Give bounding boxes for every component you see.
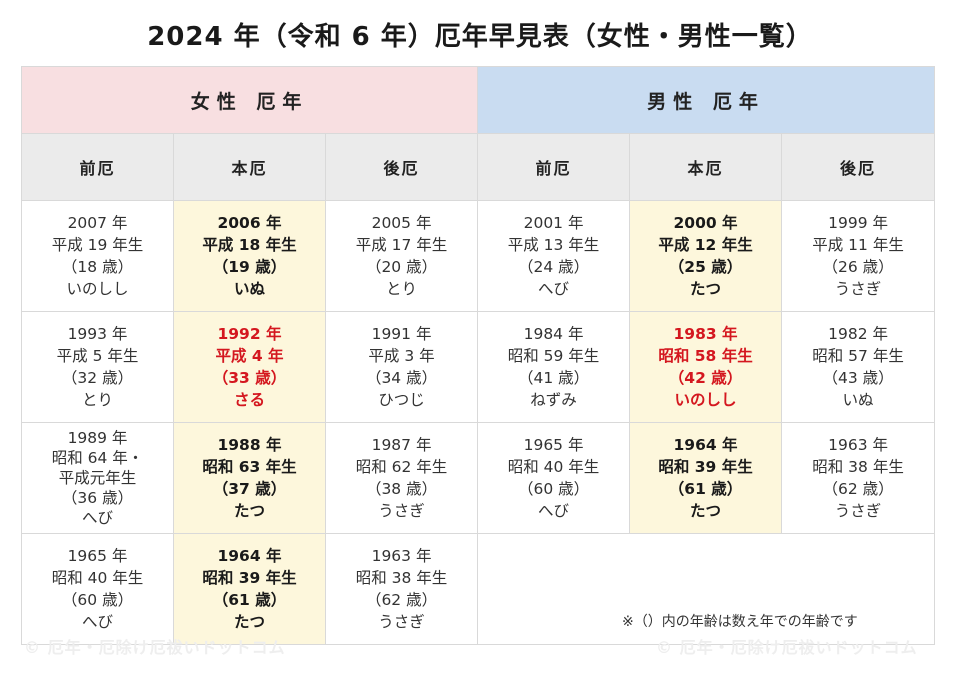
table-cell: 2001 年平成 13 年生 （24 歳） へび <box>477 200 631 312</box>
age-note: ※（）内の年齢は数え年での年齢です <box>622 614 858 630</box>
female-atoyaku-header: 後厄 <box>324 133 479 201</box>
table-cell-honyaku: 1964 年昭和 39 年生 （61 歳） たつ <box>629 422 783 534</box>
male-maeyaku-header: 前厄 <box>477 133 631 201</box>
table-cell-honyaku: 1964 年昭和 39 年生 （61 歳） たつ <box>173 533 326 645</box>
male-yakudoshi-header: 男性 厄年 <box>477 66 936 134</box>
table-row: 2007 年平成 19 年生 （18 歳） いのしし 2006 年平成 18 年生（… <box>21 200 936 312</box>
female-maeyaku-header: 前厄 <box>21 133 174 201</box>
yakudoshi-table: 女性 厄年 男性 厄年 前厄 本厄 後厄 前厄 本厄 後厄 2007 年平成 1… <box>20 66 936 645</box>
table-row: 1965 年昭和 40 年生 （60 歳） へび 1964 年昭和 39 年生 （61… <box>21 533 936 645</box>
watermark-right: © 厄年・厄除け厄祓いドットコム <box>656 638 918 657</box>
table-row: 1993 年平成 5 年生 （32 歳） とり 1992 年平成 4 年（33 歳）… <box>21 311 936 423</box>
male-atoyaku-header: 後厄 <box>781 133 936 201</box>
empty-cell <box>477 533 936 645</box>
table-cell: 2005 年平成 17 年生 （20 歳） とり <box>324 200 479 312</box>
table-cell: 1989 年昭和 64 年・ 平成元年生 （36 歳） へび <box>21 422 174 534</box>
table-cell: 1991 年平成 3 年（34 歳） ひつじ <box>324 311 479 423</box>
table-row: 1989 年昭和 64 年・ 平成元年生 （36 歳） へび 1988 年昭和 63 … <box>21 422 936 534</box>
table-cell: 1993 年平成 5 年生 （32 歳） とり <box>21 311 174 423</box>
table-cell: 2007 年平成 19 年生 （18 歳） いのしし <box>21 200 174 312</box>
table-cell: 1963 年昭和 38 年生 （62 歳） うさぎ <box>781 422 936 534</box>
table-cell: 1999 年平成 11 年生 （26 歳） うさぎ <box>781 200 936 312</box>
table-cell-honyaku: 2000 年平成 12 年生 （25 歳） たつ <box>629 200 783 312</box>
table-cell-honyaku: 1988 年昭和 63 年生 （37 歳） たつ <box>173 422 326 534</box>
table-cell: 1965 年昭和 40 年生 （60 歳） へび <box>477 422 631 534</box>
table-cell: 1987 年昭和 62 年生 （38 歳） うさぎ <box>324 422 479 534</box>
table-cell: 1963 年昭和 38 年生 （62 歳） うさぎ <box>324 533 479 645</box>
watermark-left: © 厄年・厄除け厄祓いドットコム <box>24 638 286 657</box>
table-cell-taiyaku: 1992 年平成 4 年（33 歳） さる <box>173 311 326 423</box>
table-cell-honyaku: 2006 年平成 18 年生 （19 歳） いぬ <box>173 200 326 312</box>
table-cell-taiyaku: 1983 年昭和 58 年生 （42 歳） いのしし <box>629 311 783 423</box>
female-honyaku-header: 本厄 <box>173 133 326 201</box>
female-yakudoshi-header: 女性 厄年 <box>20 66 479 134</box>
male-honyaku-header: 本厄 <box>629 133 783 201</box>
table-cell: 1965 年昭和 40 年生 （60 歳） へび <box>21 533 174 645</box>
page-title: 2024 年（令和 6 年）厄年早見表（女性・男性一覧） <box>147 22 813 52</box>
table-cell: 1982 年昭和 57 年生 （43 歳） いぬ <box>781 311 936 423</box>
table-cell: 1984 年昭和 59 年生 （41 歳） ねずみ <box>477 311 631 423</box>
